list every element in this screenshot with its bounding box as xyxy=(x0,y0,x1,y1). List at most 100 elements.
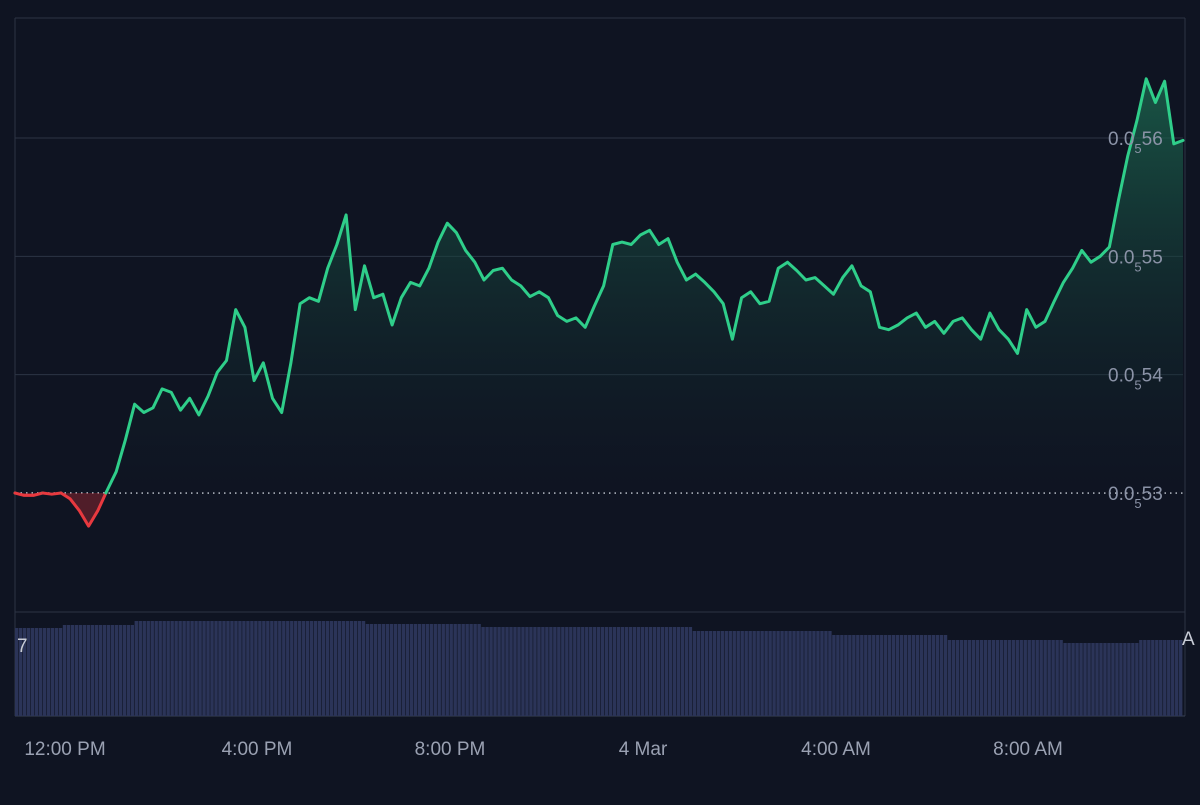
volume-bar xyxy=(1031,640,1035,716)
volume-bar xyxy=(353,621,358,716)
volume-bar xyxy=(158,621,162,716)
volume-bar xyxy=(880,635,884,716)
volume-bar xyxy=(1115,643,1119,716)
x-tick-label: 4:00 PM xyxy=(222,739,293,760)
volume-bar xyxy=(764,631,768,716)
volume-bar xyxy=(357,621,362,716)
volume-bar xyxy=(720,631,724,716)
volume-bar xyxy=(501,627,505,716)
volume-bar xyxy=(1035,640,1039,716)
volume-layer xyxy=(15,621,1183,716)
volume-bar xyxy=(692,631,697,716)
volume-bar xyxy=(712,631,716,716)
y-tick-label: 0.0554 xyxy=(1108,366,1163,393)
volume-bar xyxy=(485,627,489,716)
volume-bar xyxy=(612,627,617,716)
volume-bar xyxy=(298,621,302,716)
volume-bar xyxy=(1051,640,1055,716)
volume-bar xyxy=(86,625,91,716)
volume-bar xyxy=(553,627,557,716)
volume-bar xyxy=(397,624,402,716)
volume-bar xyxy=(959,640,964,716)
volume-bar xyxy=(222,621,226,716)
x-tick-label: 8:00 PM xyxy=(415,739,486,760)
volume-bar xyxy=(529,627,533,716)
volume-bar xyxy=(680,627,685,716)
price-line-down xyxy=(13,491,45,497)
volume-bar xyxy=(389,624,394,716)
volume-bar xyxy=(106,625,111,716)
volume-bar xyxy=(509,627,513,716)
volume-bar xyxy=(114,625,119,716)
volume-right-label: A xyxy=(1182,629,1195,650)
volume-bar xyxy=(632,627,637,716)
volume-bar xyxy=(1163,640,1167,716)
volume-bar xyxy=(856,635,860,716)
volume-bar xyxy=(756,631,760,716)
volume-bar xyxy=(724,631,728,716)
volume-bar xyxy=(824,631,828,716)
volume-bar xyxy=(70,625,75,716)
volume-bar xyxy=(1095,643,1099,716)
x-tick-label: 4:00 AM xyxy=(801,739,871,760)
volume-bar xyxy=(1167,640,1171,716)
volume-bar xyxy=(892,635,896,716)
volume-bar xyxy=(194,621,198,716)
volume-bar xyxy=(780,631,784,716)
volume-bar xyxy=(744,631,748,716)
volume-bar xyxy=(1091,643,1095,716)
volume-bar xyxy=(286,621,290,716)
volume-bar xyxy=(899,635,904,716)
volume-bar xyxy=(477,624,481,716)
x-tick-label: 8:00 AM xyxy=(993,739,1063,760)
price-line-up xyxy=(104,77,1185,495)
volume-bar xyxy=(1083,643,1087,716)
volume-bar xyxy=(975,640,980,716)
volume-bar xyxy=(864,635,868,716)
volume-bar xyxy=(345,621,350,716)
volume-bar xyxy=(505,627,509,716)
volume-bar xyxy=(385,624,390,716)
volume-bar xyxy=(1159,640,1163,716)
volume-bar xyxy=(760,631,764,716)
volume-bar xyxy=(1079,643,1083,716)
volume-bar xyxy=(999,640,1004,716)
volume-bar xyxy=(369,624,374,716)
volume-bar xyxy=(1015,640,1019,716)
volume-bar xyxy=(186,621,190,716)
volume-bar xyxy=(457,624,461,716)
volume-bar xyxy=(110,625,115,716)
volume-bar xyxy=(98,625,103,716)
volume-bar xyxy=(126,625,131,716)
volume-bar xyxy=(589,627,593,716)
volume-bar xyxy=(441,624,445,716)
volume-bar xyxy=(417,624,422,716)
volume-bar xyxy=(884,635,888,716)
volume-bar xyxy=(54,628,59,716)
volume-bar xyxy=(329,621,334,716)
volume-bar xyxy=(361,621,366,716)
volume-bar xyxy=(1139,640,1143,716)
volume-bar xyxy=(1063,643,1067,716)
volume-bar xyxy=(624,627,629,716)
volume-bar xyxy=(517,627,521,716)
volume-bar xyxy=(525,627,529,716)
volume-bar xyxy=(178,621,182,716)
volume-bar xyxy=(796,631,800,716)
volume-bar xyxy=(202,621,206,716)
volume-bar xyxy=(497,627,501,716)
volume-bar xyxy=(226,621,230,716)
volume-bar xyxy=(931,635,936,716)
volume-bar xyxy=(868,635,872,716)
volume-bar xyxy=(333,621,338,716)
volume-bar xyxy=(545,627,549,716)
volume-bar xyxy=(696,631,701,716)
volume-bar xyxy=(923,635,928,716)
volume-bar xyxy=(34,628,39,716)
volume-bar xyxy=(429,624,433,716)
volume-bar xyxy=(716,631,720,716)
volume-bar xyxy=(732,631,736,716)
volume-bar xyxy=(66,625,71,716)
volume-bar xyxy=(752,631,756,716)
volume-bar xyxy=(182,621,186,716)
